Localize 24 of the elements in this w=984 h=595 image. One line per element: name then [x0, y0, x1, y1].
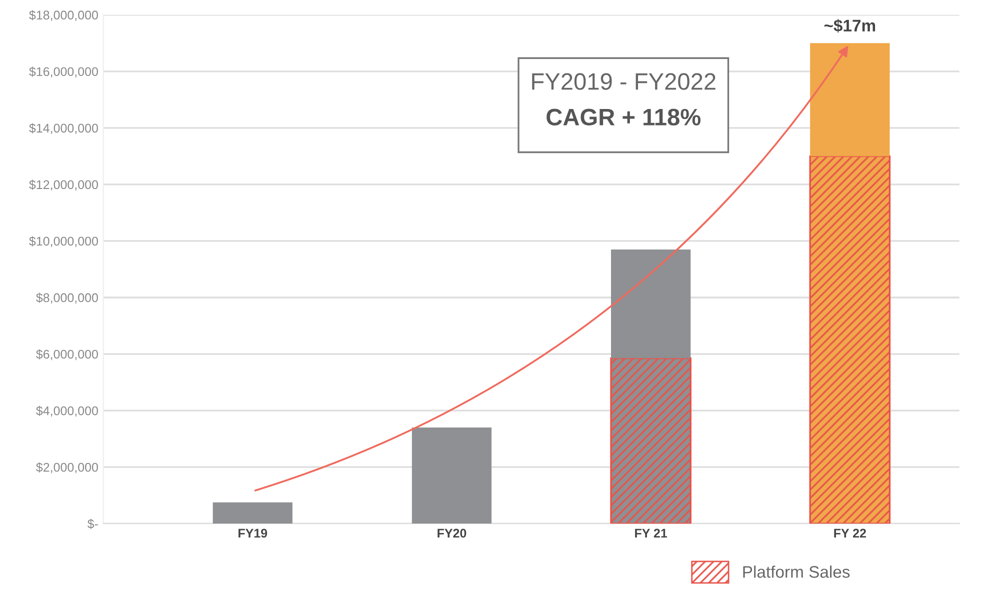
bar — [810, 43, 890, 156]
annotation: FY2019 - FY2022 — [532, 73, 716, 90]
x-tick-label: FY19 — [238, 528, 268, 538]
bar — [412, 428, 492, 524]
bar — [610, 357, 692, 524]
text: Platform Sales — [743, 566, 850, 578]
x-tick-label: FY20 — [438, 528, 466, 538]
y-tick-label: $- — [87, 518, 98, 529]
y-tick-label: $14,000,000 — [29, 123, 98, 134]
y-tick-label: $10,000,000 — [29, 236, 98, 248]
y-tick-label: $12,000,000 — [29, 180, 98, 191]
y-tick-label: $8,000,000 — [36, 292, 98, 304]
y-tick-label: $4,000,000 — [36, 406, 98, 417]
annotation: ~$17m — [824, 18, 876, 33]
bar — [809, 155, 891, 524]
y-tick-label: $18,000,000 — [29, 10, 98, 22]
annotation: CAGR + 118% — [546, 108, 701, 126]
x-tick-label: FY 21 — [635, 528, 668, 538]
bar — [212, 502, 292, 524]
y-tick-label: $2,000,000 — [36, 462, 98, 474]
bar — [610, 249, 691, 358]
x-tick-label: FY 22 — [834, 528, 866, 538]
y-tick-label: $6,000,000 — [36, 349, 98, 360]
y-tick-label: $16,000,000 — [29, 66, 98, 78]
